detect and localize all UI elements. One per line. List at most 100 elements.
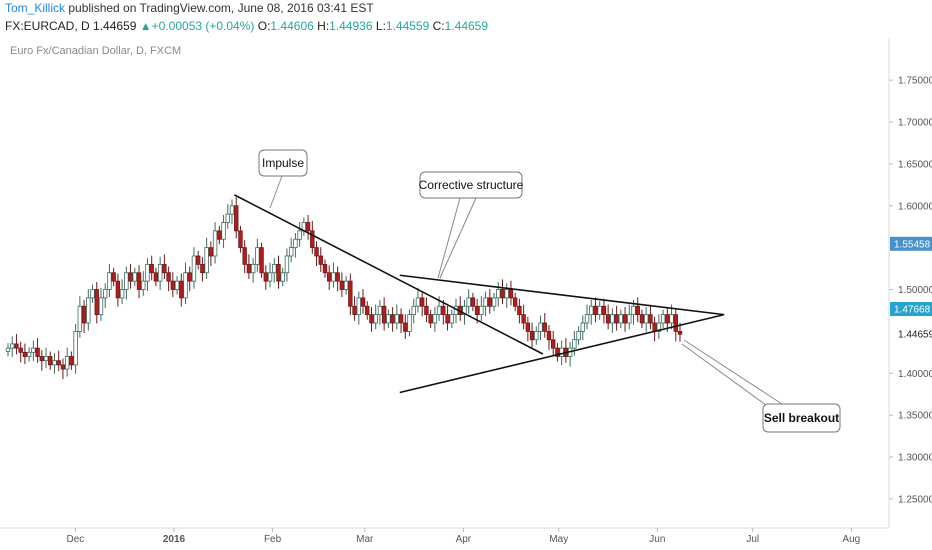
- candle-body: [665, 314, 670, 324]
- callout-label: Sell breakout: [764, 411, 839, 425]
- candle-body: [529, 330, 535, 341]
- candle-body: [496, 289, 501, 299]
- low-label: L:: [375, 19, 386, 33]
- x-tick-label: Jul: [746, 534, 759, 545]
- y-tick-label: 1.65000: [898, 159, 932, 170]
- candle-body: [238, 230, 243, 249]
- candle-body: [580, 322, 585, 332]
- candle-body: [559, 347, 564, 357]
- trendline[interactable]: [399, 274, 725, 316]
- x-tick-label: 2016: [163, 534, 186, 545]
- candle-body: [318, 255, 323, 265]
- open-value: 1.44606: [270, 19, 314, 33]
- y-axis: 1.75000 1.70000 1.65000 1.60000 1.50000 1.400…: [889, 76, 932, 505]
- candle-body: [208, 247, 214, 257]
- candle-body: [39, 356, 45, 362]
- callout-box[interactable]: [419, 171, 523, 199]
- candle-body: [305, 222, 311, 232]
- callout-box[interactable]: [762, 403, 841, 433]
- x-tick-label: Apr: [456, 534, 472, 545]
- x-tick-label: Mar: [356, 534, 374, 545]
- candle-body: [14, 343, 19, 349]
- candle-body: [441, 305, 446, 316]
- candle-body: [94, 289, 99, 316]
- candle-body: [111, 272, 116, 282]
- candle-body: [669, 314, 674, 324]
- price-badge: [890, 236, 932, 251]
- candle-body: [521, 314, 526, 324]
- price-badge-label: 1.55458: [894, 239, 931, 250]
- candle-body: [572, 339, 577, 349]
- candle-body: [415, 297, 421, 307]
- candle-body: [276, 263, 281, 282]
- candle-body: [250, 263, 256, 274]
- candle-body: [639, 314, 645, 324]
- candle-body: [673, 314, 678, 332]
- candle-body: [622, 314, 628, 324]
- candle-body: [360, 297, 366, 307]
- candle-body: [141, 280, 146, 290]
- candle-body: [432, 314, 438, 324]
- candle-body: [445, 314, 450, 324]
- trendline[interactable]: [399, 313, 725, 394]
- candle-body: [660, 314, 666, 324]
- candle-body: [470, 297, 476, 307]
- publish-info: published on TradingView.com, June 08, 2…: [65, 1, 374, 15]
- price-chart[interactable]: Euro Fx/Canadian Dollar, D, FXCM 1.75000…: [0, 38, 932, 550]
- trendline[interactable]: [234, 194, 544, 355]
- price-badges: 1.55458 1.47668 1.44659: [890, 236, 932, 341]
- candle-body: [43, 356, 49, 362]
- candle-body: [162, 263, 167, 274]
- candle-body: [419, 297, 425, 307]
- author-link[interactable]: Tom_Killick: [5, 1, 66, 15]
- candle-body: [136, 272, 142, 290]
- candle-body: [145, 263, 150, 282]
- y-tick-label: 1.40000: [898, 369, 932, 380]
- candle-body: [64, 356, 70, 370]
- candle-body: [462, 305, 467, 316]
- candle-body: [52, 360, 57, 366]
- candle-body: [538, 322, 543, 332]
- candle-body: [5, 347, 11, 352]
- y-tick-label: 1.60000: [898, 201, 932, 212]
- price-badge-label: 1.47668: [894, 305, 931, 316]
- candle-body: [643, 314, 649, 324]
- x-tick-label: Feb: [264, 534, 282, 545]
- callout-pointer: [681, 343, 771, 409]
- y-tick-label: 1.35000: [898, 411, 932, 422]
- candle-body: [229, 205, 235, 215]
- candle-body: [504, 289, 509, 299]
- candle-body: [656, 322, 662, 332]
- callout-pointer: [269, 175, 283, 209]
- callout-pointer: [439, 197, 477, 279]
- publish-line: Tom_Killick published on TradingView.com…: [5, 1, 374, 15]
- candle-body: [221, 222, 226, 240]
- y-tick-label: 1.50000: [898, 285, 932, 296]
- candle-body: [652, 322, 657, 332]
- candle-body: [386, 314, 391, 324]
- candle-body: [81, 305, 87, 324]
- candle-body: [132, 272, 137, 282]
- candle-body: [677, 330, 683, 335]
- candle-body: [551, 339, 556, 349]
- candle-body: [534, 330, 539, 341]
- candle-body: [483, 297, 488, 307]
- candle-body: [542, 322, 547, 332]
- x-axis: Dec 2016 Feb Mar Apr May Jun Jul Aug: [67, 528, 860, 545]
- candle-body: [153, 272, 159, 282]
- candle-body: [508, 289, 514, 299]
- candle-body: [479, 305, 484, 316]
- candle-body: [348, 280, 353, 307]
- candle-body: [166, 272, 171, 282]
- candle-body: [26, 351, 32, 357]
- candle-body: [263, 272, 269, 282]
- candle-body: [474, 305, 480, 316]
- candle-body: [343, 280, 349, 290]
- candle-body: [512, 297, 518, 307]
- callout-box[interactable]: [258, 149, 308, 177]
- candle-body: [610, 314, 615, 324]
- candle-body: [407, 314, 412, 332]
- candle-body: [35, 347, 40, 357]
- candle-body: [618, 314, 624, 324]
- chart-area[interactable]: Euro Fx/Canadian Dollar, D, FXCM 1.75000…: [0, 38, 932, 550]
